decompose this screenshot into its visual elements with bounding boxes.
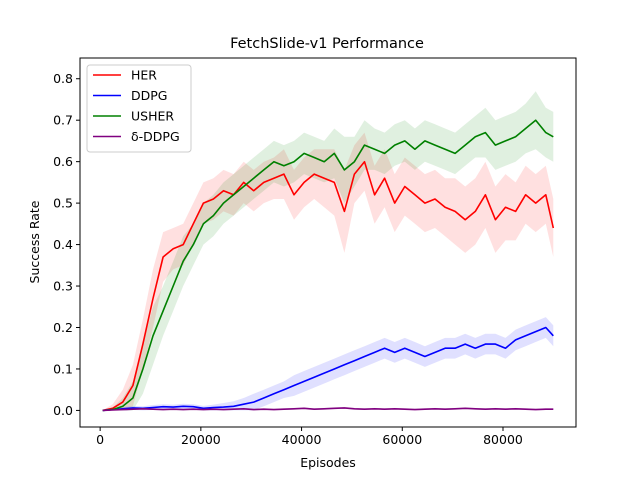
plot-area bbox=[79, 57, 577, 428]
x-tick-label: 0 bbox=[96, 432, 104, 447]
x-tick-label: 40000 bbox=[282, 432, 322, 447]
plot-frame bbox=[79, 57, 577, 428]
x-tick-label: 60000 bbox=[382, 432, 422, 447]
y-tick-label: 0.7 bbox=[53, 113, 73, 128]
chart-title: FetchSlide-v1 Performance bbox=[230, 36, 424, 52]
x-tick-label: 80000 bbox=[483, 432, 523, 447]
x-tick-label: 20000 bbox=[181, 432, 221, 447]
y-tick-label: 0.4 bbox=[53, 237, 73, 252]
line-usher bbox=[102, 119, 554, 412]
y-tick-label: 0.0 bbox=[53, 403, 73, 418]
line-her bbox=[102, 160, 555, 412]
y-axis-title: Success Rate bbox=[27, 200, 42, 283]
x-axis-title: Episodes bbox=[300, 455, 356, 470]
legend-label-her: HER bbox=[131, 68, 157, 83]
x-axis: 0 20000 40000 60000 80000 bbox=[96, 427, 523, 447]
legend: HER DDPG USHER δ-DDPG bbox=[86, 64, 192, 153]
series-lines bbox=[102, 119, 555, 412]
legend-box bbox=[86, 64, 192, 153]
line-ddpg bbox=[102, 407, 554, 412]
line-ddpg bbox=[102, 326, 554, 412]
y-tick-label: 0.8 bbox=[53, 71, 73, 86]
y-tick-label: 0.1 bbox=[53, 361, 73, 376]
y-tick-label: 0.5 bbox=[53, 196, 73, 211]
legend-label-ddpg: DDPG bbox=[131, 88, 167, 103]
y-tick-label: 0.6 bbox=[53, 154, 73, 169]
y-tick-label: 0.3 bbox=[53, 279, 73, 294]
band-usher bbox=[102, 91, 554, 411]
y-axis: 0.0 0.1 0.2 0.3 0.4 0.5 0.6 0.7 0.8 bbox=[53, 71, 80, 418]
band-ddpg bbox=[102, 317, 554, 411]
legend-label-ddpg: δ-DDPG bbox=[131, 129, 180, 144]
legend-label-usher: USHER bbox=[131, 109, 174, 124]
band-her bbox=[102, 132, 554, 411]
y-tick-label: 0.2 bbox=[53, 320, 73, 335]
